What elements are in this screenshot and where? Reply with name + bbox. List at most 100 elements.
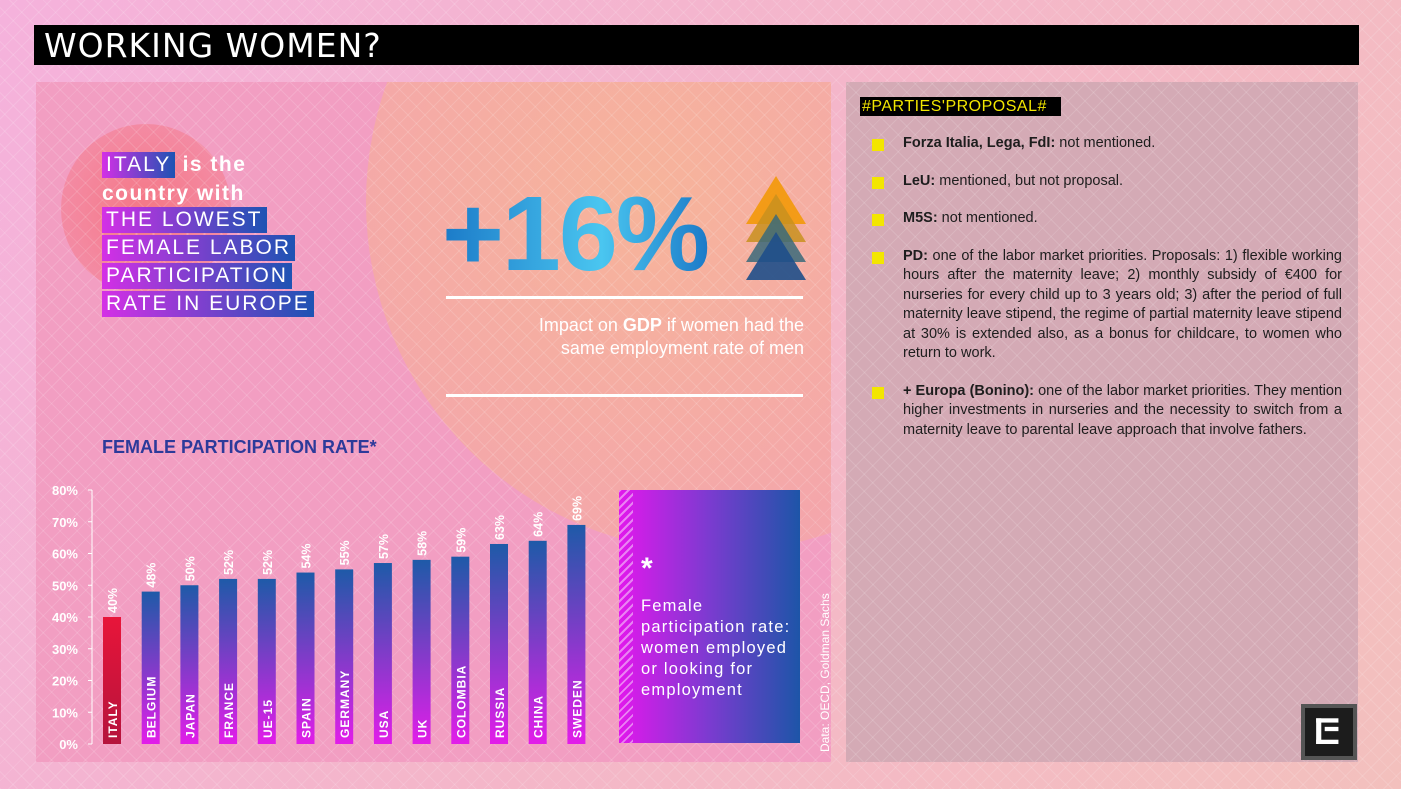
category-label: JAPAN — [183, 693, 197, 738]
proposal-item: LeU: mentioned, but not proposal. — [870, 172, 1342, 192]
proposal-text: mentioned, but not proposal. — [935, 172, 1124, 189]
headline-highlight-2: FEMALE LABOR — [102, 235, 296, 261]
proposal-item: + Europa (Bonino): one of the labor mark… — [870, 382, 1342, 441]
proposal-item: M5S: not mentioned. — [870, 209, 1342, 229]
impact-caption-bold: GDP — [622, 315, 662, 335]
data-label: 50% — [183, 556, 197, 581]
data-label: 52% — [261, 550, 275, 575]
bar-colombia — [451, 556, 470, 744]
data-label: 64% — [532, 512, 546, 537]
bullet-square-icon — [872, 176, 884, 189]
divider-bottom — [446, 394, 803, 397]
data-source: Data: OECD, Goldman Sachs — [818, 593, 831, 752]
data-label: 63% — [493, 515, 507, 540]
proposal-party: PD: — [903, 247, 928, 264]
publisher-logo-icon — [1301, 704, 1357, 760]
bullet-square-icon — [872, 386, 884, 399]
category-label: UK — [416, 719, 430, 738]
bar-ue-15 — [257, 578, 276, 744]
category-label: USA — [377, 710, 391, 738]
y-axis: 0% 10% 20% 30% 40% 50% 60% 70% 80% — [52, 483, 93, 752]
bar-italy — [103, 617, 121, 744]
y-tick-label: 0% — [59, 737, 78, 752]
data-label: 52% — [222, 550, 236, 575]
y-tick-label: 20% — [52, 674, 78, 689]
category-label: ITALY — [106, 700, 120, 738]
data-label: 69% — [570, 496, 584, 521]
bar-japan — [180, 585, 199, 744]
impact-value: +16% — [442, 175, 710, 293]
category-label: CHINA — [532, 695, 546, 738]
headline-highlight-1: THE LOWEST — [102, 207, 267, 233]
left-panel: ITALY is the country with THE LOWEST FEM… — [36, 82, 831, 762]
data-label: 59% — [454, 528, 468, 553]
italy-headline: ITALY is the country with THE LOWEST FEM… — [102, 152, 402, 319]
proposal-text: not mentioned. — [1055, 135, 1156, 151]
footnote-stripe — [619, 490, 633, 743]
bar-spain — [296, 572, 315, 744]
category-label: GERMANY — [338, 670, 352, 738]
category-label: SPAIN — [300, 697, 314, 738]
y-tick-label: 70% — [52, 515, 78, 530]
right-panel: #PARTIES'PROPOSAL# Forza Italia, Lega, F… — [846, 82, 1358, 762]
bar-germany — [335, 569, 354, 744]
y-tick-label: 10% — [52, 705, 78, 720]
stacked-triangles-icon — [746, 176, 806, 280]
proposal-party: LeU: — [903, 172, 936, 189]
category-label: COLOMBIA — [454, 665, 468, 738]
y-tick-label: 50% — [52, 578, 78, 593]
category-label: BELGIUM — [145, 676, 159, 738]
proposal-party: Forza Italia, Lega, FdI: — [903, 135, 1056, 151]
footnote-text: Female participation rate: women employe… — [641, 597, 791, 699]
data-label: 48% — [145, 563, 159, 588]
proposal-party: + Europa (Bonino): — [903, 382, 1034, 399]
y-tick-label: 40% — [52, 610, 78, 625]
footnote-box: * Female participation rate: women emplo… — [619, 490, 800, 743]
data-label: 55% — [338, 540, 352, 565]
category-label: UE-15 — [261, 699, 275, 738]
proposal-text: one of the labor market priorities. They… — [903, 382, 1343, 438]
headline-line1-rest: is the — [175, 153, 247, 176]
bar-sweden — [567, 524, 586, 744]
bar-france — [219, 578, 238, 744]
headline-highlight-3: PARTICIPATION — [102, 263, 292, 289]
participation-bar-chart: 0% 10% 20% 30% 40% 50% 60% 70% 80% ITALY 40% BELGI… — [52, 483, 586, 752]
bullet-square-icon — [872, 214, 884, 226]
data-label: 54% — [300, 544, 314, 569]
category-label: SWEDEN — [570, 679, 584, 738]
category-label: FRANCE — [222, 682, 236, 738]
y-tick-label: 80% — [52, 483, 78, 498]
right-panel-pattern — [846, 82, 1358, 762]
proposal-party: M5S: — [903, 210, 938, 226]
proposals-title: #PARTIES'PROPOSAL# — [860, 97, 1061, 116]
headline-line2: country with — [102, 182, 245, 205]
y-tick-label: 60% — [52, 547, 78, 562]
footnote-star: * — [641, 552, 653, 585]
proposal-item: PD: one of the labor market priorities. … — [870, 247, 1342, 364]
bar-uk — [412, 559, 431, 744]
page-title: WORKING WOMEN? — [34, 25, 1359, 65]
proposals-list: Forza Italia, Lega, FdI: not mentioned. … — [870, 134, 1342, 458]
y-tick-label: 30% — [52, 642, 78, 657]
proposal-item: Forza Italia, Lega, FdI: not mentioned. — [870, 134, 1342, 154]
proposal-text: not mentioned. — [937, 210, 1038, 226]
data-label: 40% — [106, 588, 120, 613]
headline-highlight-4: RATE IN EUROPE — [102, 291, 314, 317]
impact-caption: Impact on GDP if women had the same empl… — [506, 314, 804, 360]
bar-usa — [373, 563, 392, 744]
data-label: 58% — [416, 531, 430, 556]
bar-belgium — [141, 591, 160, 744]
bullet-square-icon — [872, 139, 884, 151]
chart-title: FEMALE PARTICIPATION RATE* — [102, 437, 377, 457]
divider-top — [446, 296, 803, 299]
data-label: 57% — [377, 534, 391, 559]
category-label: RUSSIA — [493, 687, 507, 738]
proposal-text: one of the labor market priorities. Prop… — [903, 247, 1342, 362]
bars: ITALY 40% BELGIUM 48% JAPAN 50% FRANCE 52% UE-15… — [103, 496, 586, 744]
impact-caption-pre: Impact on — [538, 315, 623, 335]
bullet-square-icon — [872, 251, 884, 264]
bar-china — [528, 540, 547, 744]
headline-italy: ITALY — [102, 152, 176, 178]
bar-russia — [490, 543, 508, 744]
impact-caption-post: if women had the same employment rate of… — [560, 315, 804, 358]
